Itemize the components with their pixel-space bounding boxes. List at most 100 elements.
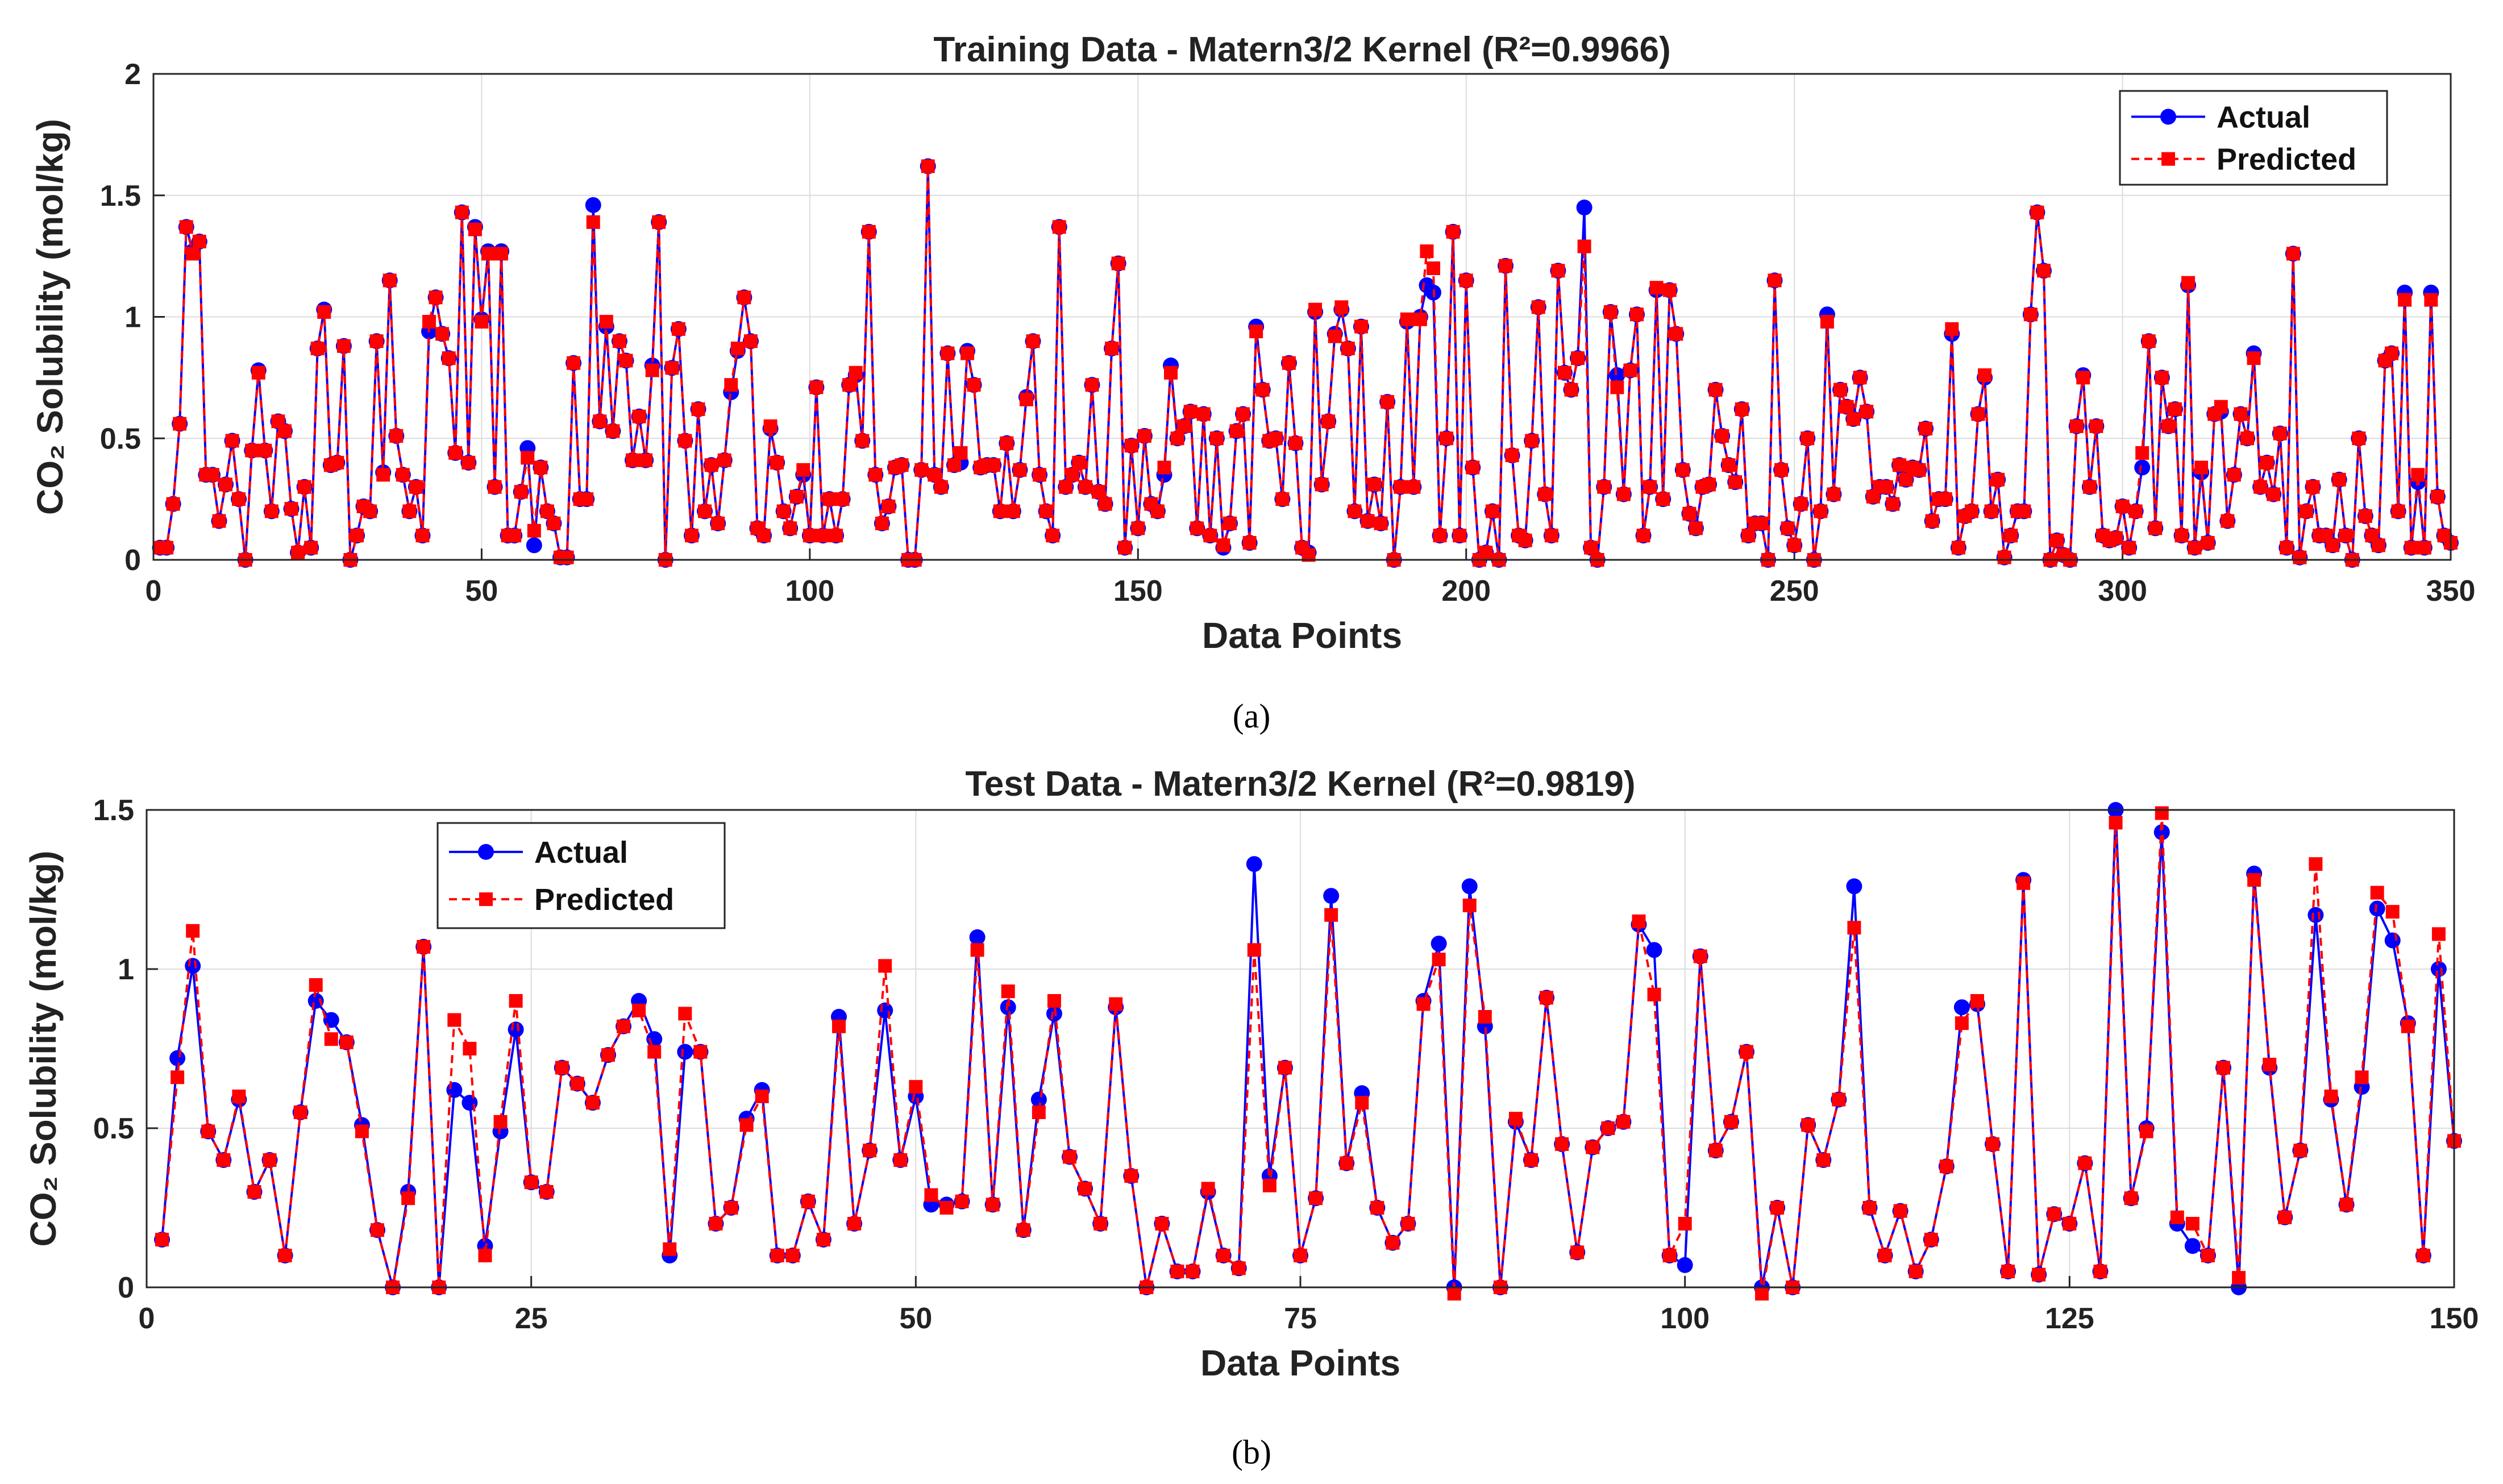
point-predicted (1016, 1223, 1030, 1237)
point-predicted (1426, 261, 1440, 275)
point-predicted (1820, 315, 1834, 329)
y-axis-label: CO₂ Solubility (mol/kg) (30, 119, 70, 515)
point-predicted (1945, 322, 1959, 336)
point-predicted (1170, 1265, 1184, 1278)
point-predicted (803, 529, 817, 543)
point-predicted (1059, 480, 1073, 494)
point-predicted (645, 363, 659, 377)
point-predicted (1571, 351, 1585, 365)
point-predicted (291, 546, 305, 560)
x-tick-label: 100 (1660, 1302, 1710, 1335)
point-predicted (514, 485, 528, 499)
point-predicted (309, 978, 323, 992)
point-predicted (1971, 407, 1985, 421)
point-predicted (251, 365, 265, 380)
point-predicted (783, 521, 797, 535)
point-predicted (1636, 529, 1650, 543)
x-tick-label: 50 (899, 1302, 932, 1335)
point-predicted (1201, 1182, 1215, 1196)
point-predicted (2135, 446, 2149, 460)
legend-marker-actual (478, 843, 494, 860)
point-predicted (508, 529, 522, 543)
point-predicted (1063, 1150, 1076, 1164)
point-predicted (1105, 342, 1119, 356)
point-predicted (447, 1013, 461, 1027)
y-axis-label: CO₂ Solubility (mol/kg) (23, 851, 64, 1247)
point-predicted (1735, 402, 1749, 416)
point-predicted (1629, 307, 1644, 322)
point-predicted (1183, 405, 1198, 419)
point-predicted (1538, 487, 1552, 501)
point-actual (1323, 888, 1340, 904)
point-predicted (2122, 541, 2136, 555)
point-predicted (2401, 1019, 2415, 1033)
point-predicted (324, 1032, 338, 1046)
point-predicted (1400, 312, 1414, 326)
point-predicted (678, 1007, 692, 1021)
point-predicted (442, 351, 456, 365)
point-predicted (954, 446, 968, 460)
point-predicted (895, 458, 909, 472)
point-predicted (1367, 477, 1382, 492)
point-predicted (724, 1201, 738, 1215)
point-predicted (2371, 538, 2385, 552)
point-predicted (560, 550, 574, 564)
point-predicted (663, 1242, 677, 1256)
point-actual (307, 993, 324, 1009)
point-predicted (1216, 538, 1230, 552)
point-predicted (212, 514, 226, 528)
point-predicted (461, 456, 476, 469)
point-predicted (293, 1105, 307, 1119)
plot-frame (152, 73, 2452, 561)
point-predicted (626, 453, 640, 467)
point-predicted (1860, 405, 1874, 419)
point-predicted (2267, 487, 2281, 501)
point-predicted (2234, 407, 2248, 421)
point-predicted (396, 468, 410, 482)
point-actual (677, 1044, 693, 1060)
point-predicted (2155, 371, 2169, 385)
point-predicted (789, 489, 804, 504)
legend: Actual Predicted (2119, 90, 2388, 186)
point-predicted (2030, 205, 2044, 219)
x-tick-label: 0 (145, 575, 162, 608)
point-actual (2430, 961, 2447, 977)
point-predicted (1019, 392, 1033, 406)
point-predicted (2082, 480, 2097, 494)
point-predicted (585, 1096, 600, 1110)
point-predicted (1847, 412, 1861, 426)
point-actual (1576, 199, 1593, 216)
x-tick-label: 150 (1113, 575, 1163, 608)
point-predicted (1662, 283, 1677, 297)
point-predicted (173, 417, 187, 431)
point-predicted (509, 994, 523, 1008)
point-predicted (488, 480, 502, 494)
point-predicted (1601, 1121, 1615, 1135)
point-predicted (1247, 943, 1261, 957)
point-predicted (2263, 1058, 2277, 1071)
point-predicted (619, 354, 633, 368)
point-predicted (2023, 307, 2038, 322)
point-predicted (1321, 414, 1336, 429)
point-predicted (527, 523, 541, 538)
point-predicted (2306, 480, 2320, 494)
point-predicted (2093, 1265, 2107, 1278)
x-tick-label: 100 (785, 575, 834, 608)
point-predicted (1544, 529, 1558, 543)
x-tick-label: 125 (2045, 1302, 2094, 1335)
point-actual (1846, 878, 1862, 895)
point-actual (1609, 367, 1625, 384)
point-actual (2153, 824, 2170, 841)
point-actual (1677, 1257, 1693, 1273)
point-predicted (1879, 480, 1893, 494)
point-predicted (1702, 477, 1716, 492)
point-predicted (1912, 463, 1926, 477)
point-predicted (1309, 1191, 1323, 1206)
point-predicted (1708, 1144, 1723, 1158)
point-predicted (2232, 1271, 2246, 1285)
point-predicted (547, 516, 561, 530)
point-predicted (401, 1191, 415, 1206)
x-tick-label: 0 (139, 1302, 155, 1335)
point-predicted (417, 940, 431, 954)
x-tick-label: 250 (1770, 575, 1819, 608)
